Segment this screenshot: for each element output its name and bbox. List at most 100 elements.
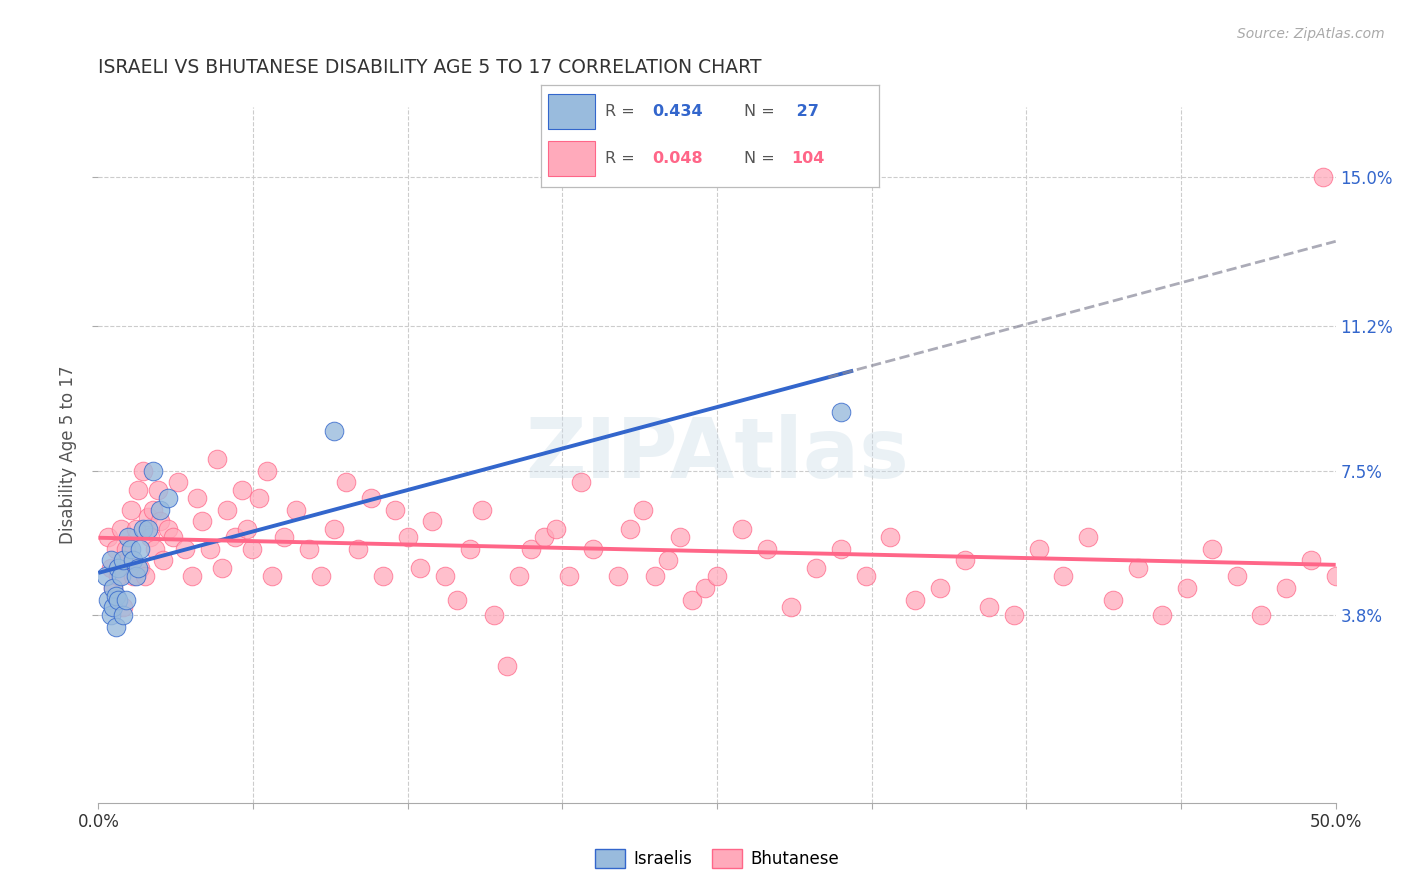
Point: [322, 425, 344, 439]
Point: [879, 530, 901, 544]
Point: [112, 600, 135, 615]
Point: [953, 553, 976, 567]
Text: ISRAELI VS BHUTANESE DISABILITY AGE 5 TO 17 CORRELATION CHART: ISRAELI VS BHUTANESE DISABILITY AGE 5 TO…: [98, 58, 762, 77]
Point: [114, 592, 136, 607]
Text: N =: N =: [744, 103, 775, 119]
Legend: Israelis, Bhutanese: Israelis, Bhutanese: [588, 842, 846, 874]
Point: [1201, 541, 1223, 556]
Point: [855, 569, 877, 583]
Text: R =: R =: [606, 151, 636, 166]
Point: [156, 491, 179, 505]
Point: [142, 464, 165, 478]
Point: [100, 608, 122, 623]
Text: 27: 27: [792, 103, 818, 119]
Point: [557, 569, 579, 583]
Point: [631, 502, 654, 516]
Y-axis label: Disability Age 5 to 17: Disability Age 5 to 17: [59, 366, 77, 544]
Point: [273, 530, 295, 544]
Point: [471, 502, 494, 516]
Point: [100, 561, 122, 575]
Point: [780, 600, 803, 615]
Point: [156, 522, 179, 536]
Point: [619, 522, 641, 536]
Point: [731, 522, 754, 536]
FancyBboxPatch shape: [548, 94, 595, 128]
Point: [240, 541, 263, 556]
Point: [904, 592, 927, 607]
Text: R =: R =: [606, 103, 636, 119]
Point: [104, 541, 127, 556]
Point: [681, 592, 703, 607]
Point: [1126, 561, 1149, 575]
Point: [928, 581, 950, 595]
Point: [104, 620, 127, 634]
Point: [110, 522, 132, 536]
Point: [1312, 170, 1334, 185]
Point: [205, 451, 228, 466]
Point: [103, 581, 125, 595]
Point: [224, 530, 246, 544]
Point: [211, 561, 233, 575]
Point: [371, 569, 394, 583]
Point: [433, 569, 456, 583]
Point: [120, 541, 142, 556]
Point: [446, 592, 468, 607]
Point: [298, 541, 321, 556]
Point: [384, 502, 406, 516]
Point: [1275, 581, 1298, 595]
Point: [285, 502, 308, 516]
Point: [143, 541, 166, 556]
Point: [107, 592, 129, 607]
Point: [103, 600, 125, 615]
Point: [146, 483, 169, 497]
Point: [1002, 608, 1025, 623]
Point: [495, 659, 517, 673]
Point: [1226, 569, 1249, 583]
Point: [1175, 581, 1198, 595]
Point: [755, 541, 778, 556]
Point: [546, 522, 568, 536]
Point: [669, 530, 692, 544]
Point: [644, 569, 666, 583]
Point: [1028, 541, 1050, 556]
Text: 0.048: 0.048: [652, 151, 703, 166]
Point: [1052, 569, 1074, 583]
Point: [112, 553, 135, 567]
Point: [122, 569, 145, 583]
Point: [117, 553, 139, 567]
Point: [162, 530, 184, 544]
Text: ZIPAtlas: ZIPAtlas: [524, 415, 910, 495]
Point: [706, 569, 728, 583]
Point: [129, 541, 152, 556]
Point: [134, 569, 156, 583]
Point: [136, 510, 159, 524]
Point: [97, 530, 120, 544]
Point: [129, 561, 152, 575]
Point: [830, 405, 852, 419]
Point: [127, 561, 149, 575]
Point: [256, 464, 278, 478]
Point: [1250, 608, 1272, 623]
Point: [458, 541, 481, 556]
Point: [1152, 608, 1174, 623]
Point: [181, 569, 204, 583]
Point: [127, 483, 149, 497]
Point: [979, 600, 1001, 615]
Point: [1077, 530, 1099, 544]
Point: [114, 541, 136, 556]
Point: [198, 541, 221, 556]
Point: [657, 553, 679, 567]
Point: [191, 514, 214, 528]
Point: [582, 541, 605, 556]
Point: [1299, 553, 1322, 567]
Point: [607, 569, 630, 583]
Point: [149, 502, 172, 516]
Point: [149, 514, 172, 528]
Point: [107, 569, 129, 583]
Point: [409, 561, 432, 575]
Point: [142, 502, 165, 516]
Point: [569, 475, 592, 490]
Point: [804, 561, 827, 575]
Point: [347, 541, 370, 556]
Point: [152, 553, 174, 567]
